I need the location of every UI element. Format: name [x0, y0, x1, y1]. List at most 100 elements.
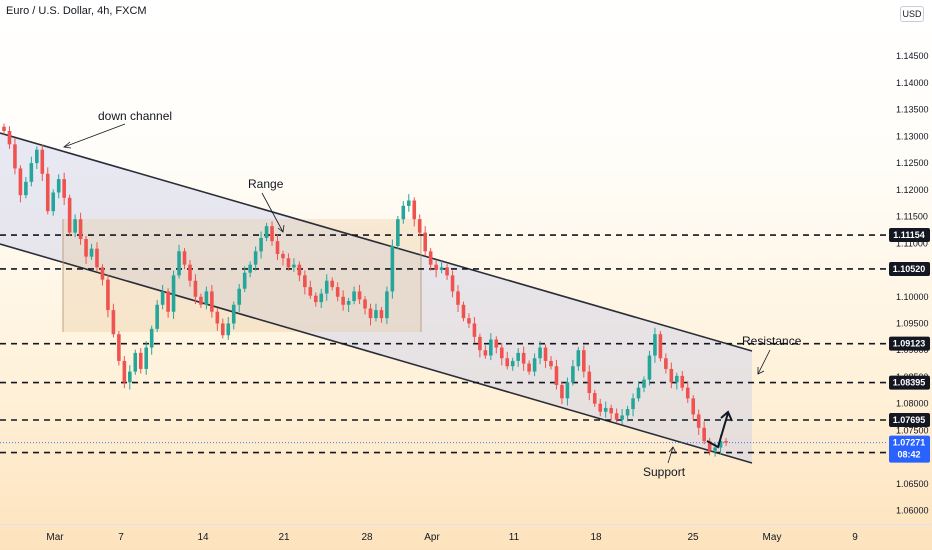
- candle-body: [149, 328, 154, 348]
- x-tick-label: 18: [590, 532, 602, 543]
- candle-body: [62, 179, 66, 198]
- candle-body: [417, 219, 422, 233]
- annotation-resistance: Resistance: [742, 334, 802, 348]
- currency-button[interactable]: USD: [900, 6, 924, 22]
- candle-body: [724, 441, 728, 443]
- level-price-tag: [889, 228, 930, 243]
- level-price-label: 1.10520: [893, 264, 926, 274]
- candle-body: [89, 248, 94, 257]
- candle-body: [571, 366, 575, 383]
- candle-body: [406, 200, 411, 206]
- candle-body: [352, 291, 356, 302]
- candle-body: [565, 382, 570, 399]
- candle-body: [182, 251, 187, 265]
- level-price-label: 1.11154: [893, 230, 925, 240]
- y-tick-label: 1.13500: [896, 105, 929, 115]
- candle-body: [259, 237, 263, 252]
- candle-body: [489, 339, 493, 356]
- candle-body: [84, 239, 88, 257]
- candle-body: [111, 310, 116, 335]
- candle-body: [242, 272, 247, 289]
- y-tick-label: 1.07500: [896, 425, 929, 435]
- candle-body: [532, 358, 537, 372]
- candle-body: [653, 334, 657, 356]
- candle-body: [439, 267, 444, 271]
- candle-body: [117, 334, 121, 361]
- candle-body: [669, 368, 674, 383]
- candle-body: [664, 358, 668, 369]
- time-axis[interactable]: [0, 524, 932, 550]
- candle-body: [521, 352, 526, 364]
- annotation-support-arrow: [667, 446, 674, 464]
- candle-body: [582, 350, 586, 372]
- candle-body: [13, 144, 17, 169]
- candle-body: [647, 355, 652, 380]
- candle-body: [467, 318, 471, 324]
- candle-body: [95, 248, 99, 268]
- candle-body: [609, 407, 613, 414]
- candle-body: [100, 267, 105, 280]
- y-tick-label: 1.09500: [896, 318, 929, 328]
- candle-body: [78, 219, 83, 240]
- candle-body: [363, 299, 367, 309]
- candle-body: [122, 360, 127, 383]
- last-price-tag: [889, 435, 930, 463]
- candle-body: [538, 347, 542, 359]
- candle-body: [270, 226, 274, 242]
- level-price-label: 1.09123: [893, 339, 926, 349]
- annotation-down-channel: down channel: [98, 109, 172, 123]
- last-price-label: 1.07271: [893, 438, 926, 448]
- x-tick-label: 11: [509, 532, 520, 543]
- candle-body: [106, 279, 110, 311]
- candle-body: [160, 291, 165, 305]
- candle-body: [576, 350, 581, 367]
- candle-body: [324, 280, 329, 294]
- y-tick-label: 1.06500: [896, 479, 929, 489]
- x-tick-label: May: [763, 532, 782, 543]
- candle-body: [2, 126, 6, 131]
- candle-body: [221, 323, 225, 336]
- channel-fill: [0, 133, 752, 463]
- arrowhead: [668, 446, 677, 454]
- y-tick-label: 1.11000: [896, 238, 928, 248]
- candle-body: [510, 360, 515, 367]
- candle-body: [155, 304, 159, 329]
- candle-body: [335, 287, 340, 297]
- candle-body: [313, 295, 318, 303]
- candle-body: [390, 245, 395, 292]
- candle-body: [718, 441, 723, 448]
- symbol-title[interactable]: Euro / U.S. Dollar, 4h, FXCM: [6, 5, 147, 17]
- candle-body: [428, 251, 433, 265]
- candle-body: [396, 219, 400, 246]
- candle-body: [625, 409, 630, 416]
- level-price-tag: [889, 375, 930, 390]
- candle-body: [188, 264, 192, 281]
- candle-body: [193, 280, 198, 297]
- candle-body: [642, 379, 646, 388]
- candle-body: [297, 264, 302, 276]
- candle-body: [237, 288, 242, 305]
- y-tick-label: 1.12500: [896, 158, 929, 168]
- x-tick-label: Mar: [46, 532, 64, 543]
- annotation-range-arrow: [261, 192, 284, 233]
- candle-body: [210, 291, 214, 312]
- level-price-label: 1.08395: [893, 378, 926, 388]
- candle-body: [231, 304, 236, 324]
- candle-body: [330, 280, 334, 288]
- candle-body: [445, 267, 449, 276]
- level-price-tag: [889, 336, 930, 351]
- candle-body: [614, 413, 619, 420]
- level-price-label: 1.07695: [893, 415, 926, 425]
- y-tick-label: 1.14000: [896, 78, 929, 88]
- y-tick-label: 1.06000: [896, 506, 929, 516]
- candle-body: [472, 323, 477, 337]
- candle-body: [29, 163, 34, 182]
- arrowhead: [757, 367, 765, 375]
- candle-body: [40, 149, 45, 174]
- candle-body: [56, 179, 61, 193]
- annotation-support: Support: [643, 465, 686, 479]
- candle-body: [67, 197, 72, 233]
- candle-body: [199, 296, 203, 305]
